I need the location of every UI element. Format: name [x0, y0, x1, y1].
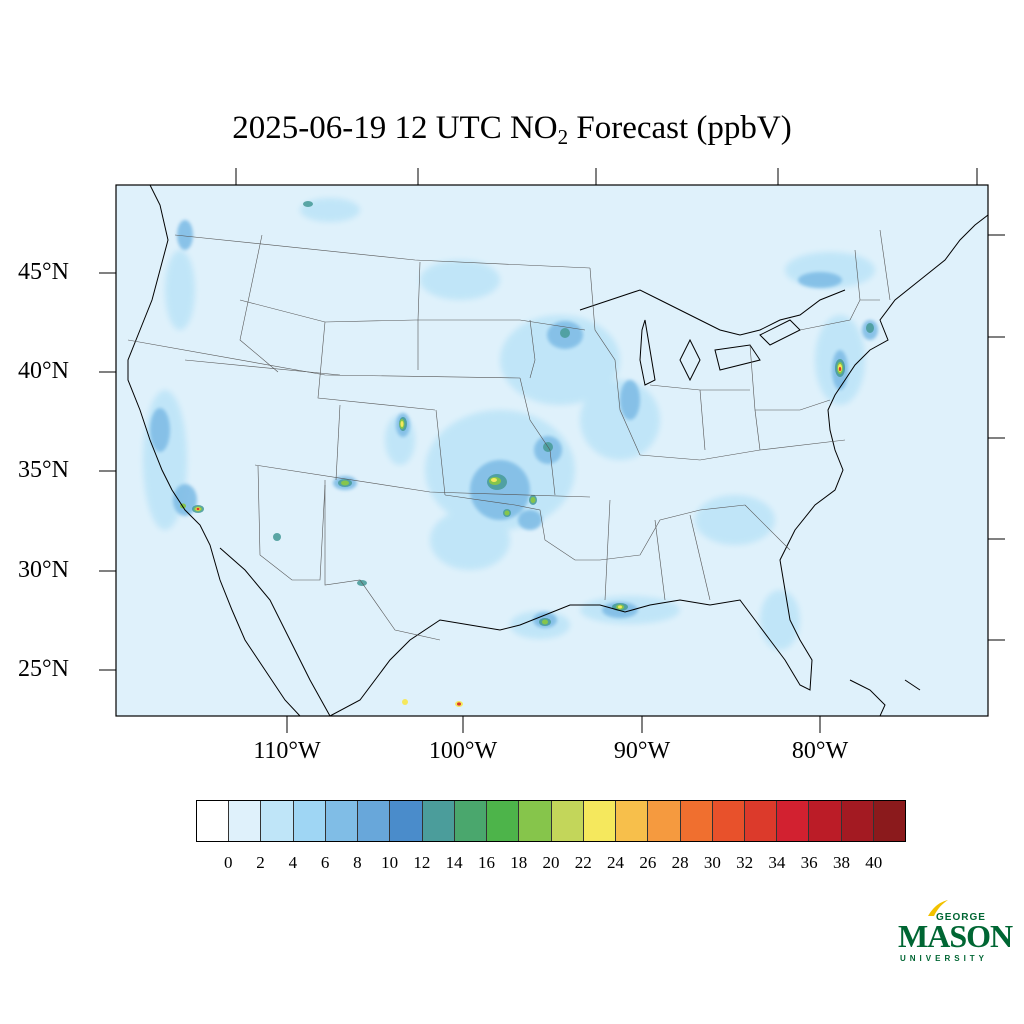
colorbar-cell — [454, 801, 488, 841]
colorbar-tick-label: 8 — [353, 853, 362, 872]
state-borders — [127, 229, 891, 641]
coastline — [127, 185, 988, 716]
lat-label-45n: 45°N — [18, 259, 69, 285]
colorbar-cell — [583, 801, 617, 841]
colorbar-tick-label: 22 — [574, 853, 592, 872]
lat-label-40n: 40°N — [18, 358, 69, 384]
colorbar-tick-label: 0 — [224, 853, 233, 872]
colorbar-cell — [616, 801, 649, 841]
colorbar-cell — [744, 801, 778, 841]
colorbar-cell — [325, 801, 359, 841]
title-prefix: 2025-06-19 12 UTC NO — [232, 110, 558, 146]
logo-mason: MASON — [898, 918, 1013, 954]
colorbar-tick-label: 4 — [288, 853, 298, 872]
logo-george: GEORGE — [936, 912, 986, 923]
colorbar-tick-label: 30 — [703, 853, 721, 872]
colorbar-cell — [519, 801, 552, 841]
lat-label-35n: 35°N — [18, 457, 69, 483]
colorbar-cell — [293, 801, 326, 841]
colorbar-tick-label: 38 — [832, 853, 850, 872]
colorbar-tick-label: 36 — [800, 853, 818, 872]
map-title: 2025-06-19 12 UTC NO2 Forecast (ppbV) — [0, 110, 1024, 150]
colorbar-cell — [712, 801, 745, 841]
colorbar-cell — [261, 801, 294, 841]
colorbar-tick-labels: 0 2 4 6 8 10 12 14 16 18 20 22 24 26 28 30 32 34 36 38 40 — [196, 853, 906, 877]
colorbar-cell — [648, 801, 681, 841]
colorbar-tick-label: 12 — [413, 853, 431, 872]
lon-label-100w: 100°W — [428, 738, 498, 764]
colorbar-cell — [841, 801, 874, 841]
map-frame — [115, 184, 989, 717]
colorbar-tick-label: 18 — [510, 853, 528, 872]
colorbar-tick-label: 20 — [542, 853, 560, 872]
colorbar-tick-label: 26 — [639, 853, 657, 872]
left-ticks — [99, 272, 116, 671]
colorbar-cell — [551, 801, 584, 841]
lon-label-110w: 110°W — [253, 738, 321, 764]
title-suffix: Forecast (ppbV) — [568, 110, 792, 146]
colorbar-tick-label: 34 — [768, 853, 786, 872]
top-ticks — [235, 168, 978, 185]
lon-label-80w: 80°W — [791, 738, 849, 764]
logo-university: UNIVERSITY — [900, 954, 989, 963]
colorbar — [196, 800, 906, 842]
colorbar-tick-label: 40 — [865, 853, 883, 872]
colorbar-tick-label: 28 — [671, 853, 689, 872]
lon-label-90w: 90°W — [613, 738, 671, 764]
right-ticks — [988, 234, 1005, 641]
colorbar-tick-label: 6 — [320, 853, 330, 872]
colorbar-cell — [197, 801, 230, 841]
colorbar-cell — [487, 801, 520, 841]
colorbar-cell — [229, 801, 262, 841]
concentration-field — [127, 185, 988, 716]
colorbar-cell — [680, 801, 713, 841]
colorbar-tick-label: 14 — [445, 853, 463, 872]
colorbar-cell — [873, 801, 906, 841]
lat-label-30n: 30°N — [18, 557, 69, 583]
colorbar-tick-label: 32 — [736, 853, 754, 872]
colorbar-cell — [390, 801, 423, 841]
bottom-ticks — [286, 716, 821, 733]
colorbar-cell — [809, 801, 842, 841]
colorbar-tick-label: 10 — [381, 853, 399, 872]
colorbar-tick-label: 2 — [256, 853, 265, 872]
colorbar-cell — [777, 801, 810, 841]
title-subscript: 2 — [557, 125, 569, 149]
colorbar-cell — [358, 801, 391, 841]
colorbar-tick-label: 16 — [477, 853, 495, 872]
lat-label-25n: 25°N — [18, 656, 69, 682]
colorbar-tick-label: 24 — [607, 853, 625, 872]
colorbar-cell — [422, 801, 455, 841]
gmu-logo: GEORGE MASON UNIVERSITY — [898, 898, 1013, 968]
logo-swoosh-icon — [928, 900, 948, 916]
